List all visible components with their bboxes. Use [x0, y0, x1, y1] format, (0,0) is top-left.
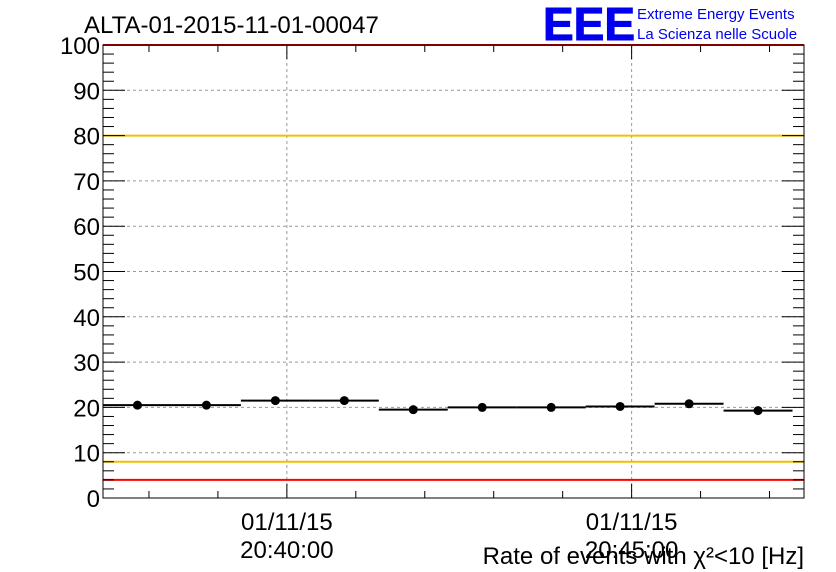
data-point: [339, 396, 349, 406]
y-tick-label: 40: [73, 305, 100, 332]
plot-frame: [102, 44, 805, 499]
y-tick-label: 100: [60, 33, 100, 60]
x-tick-time: 20:40:00: [240, 537, 333, 564]
data-point: [546, 402, 556, 412]
y-tick-label: 30: [73, 350, 100, 377]
logo-line1: Extreme Energy Events: [637, 6, 795, 23]
data-point: [753, 406, 763, 416]
grid-lines: [103, 45, 804, 498]
logo-mark: EEE: [543, 0, 635, 50]
x-axis-label: Rate of events with χ²<10 [Hz]: [483, 543, 804, 570]
eee-logo: EEE Extreme Energy Events La Scienza nel…: [543, 0, 798, 51]
data-point: [201, 400, 211, 410]
data-point: [408, 405, 418, 415]
logo-line2: La Scienza nelle Scuole: [637, 26, 797, 43]
data-points: [103, 396, 793, 416]
y-tick-label: 90: [73, 78, 100, 105]
data-point: [270, 396, 280, 406]
data-point: [477, 402, 487, 412]
y-tick-label: 50: [73, 260, 100, 287]
y-tick-label: 10: [73, 441, 100, 468]
data-point: [684, 399, 694, 409]
y-tick-label: 0: [87, 486, 100, 513]
chart-title: ALTA-01-2015-11-01-00047: [84, 12, 379, 39]
y-tick-labels: 0 10 20 30 40 50 60 70 80 90 100: [60, 33, 100, 513]
y-tick-label: 60: [73, 214, 100, 241]
y-tick-label: 20: [73, 395, 100, 422]
y-tick-label: 70: [73, 169, 100, 196]
reference-lines: [103, 44, 804, 481]
data-point: [132, 400, 142, 410]
x-tick-date: 01/11/15: [586, 509, 678, 536]
data-point: [615, 401, 625, 411]
x-tick-date: 01/11/15: [241, 509, 333, 536]
x-tick-time: 20:45:00: [585, 537, 678, 564]
y-tick-label: 80: [73, 124, 100, 151]
